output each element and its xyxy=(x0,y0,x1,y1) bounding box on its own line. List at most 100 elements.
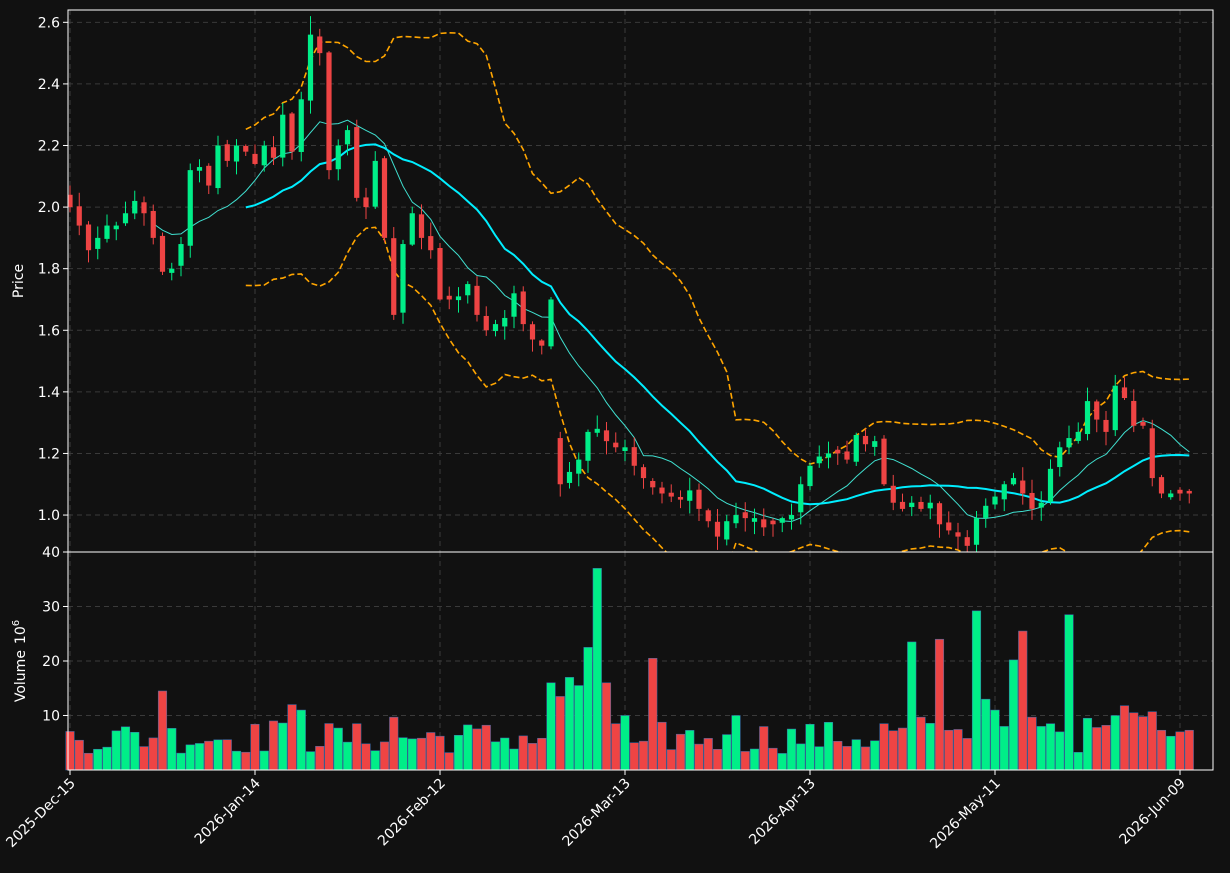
candle-body xyxy=(992,496,998,505)
candle-body xyxy=(326,52,332,171)
price-grid xyxy=(68,10,1213,552)
volume-axis-unit-exponent: 6 xyxy=(11,620,22,626)
candle-body xyxy=(502,317,508,327)
volume-bar xyxy=(102,746,112,771)
volume-bar xyxy=(379,741,390,771)
candle-body xyxy=(344,130,351,145)
candle-body xyxy=(1066,438,1072,448)
candle-body xyxy=(511,293,517,317)
candle-body xyxy=(474,285,480,315)
volume-bar xyxy=(463,724,473,771)
volume-bar xyxy=(185,744,195,771)
candle-body xyxy=(1038,502,1044,508)
volume-bar xyxy=(944,729,954,771)
volume-bar xyxy=(139,746,149,771)
candle-body xyxy=(770,520,776,525)
candle-body xyxy=(159,235,166,272)
volume-bar xyxy=(722,734,732,771)
candle-body xyxy=(206,165,212,186)
volume-bar xyxy=(1055,731,1065,771)
volume-bar xyxy=(1045,723,1056,771)
volume-bar xyxy=(971,610,982,771)
volume-bar xyxy=(1082,717,1093,771)
volume-bar xyxy=(1092,727,1102,771)
candle-body xyxy=(1010,478,1017,485)
candle-body xyxy=(807,465,813,487)
candle-body xyxy=(798,484,804,513)
candle-body xyxy=(1121,387,1128,399)
volume-bar xyxy=(759,726,769,771)
volume-bar xyxy=(518,735,528,771)
volume-bar xyxy=(620,715,630,771)
candle-body xyxy=(946,522,952,531)
volume-bar xyxy=(315,746,325,771)
volume-bar xyxy=(398,737,408,771)
volume-bar xyxy=(916,716,926,771)
volume-bar xyxy=(703,738,713,771)
candle-body xyxy=(85,224,92,251)
candle-body xyxy=(687,490,693,501)
candle-body xyxy=(918,501,924,509)
candle-body xyxy=(428,236,434,251)
volume-bar xyxy=(268,720,279,771)
candle-body xyxy=(437,247,443,300)
candle-body xyxy=(1186,490,1192,494)
volume-bar xyxy=(555,696,565,771)
candle-body xyxy=(1168,493,1174,498)
candle-body xyxy=(372,160,378,207)
volume-bar xyxy=(93,748,103,771)
candle-body xyxy=(705,510,711,522)
candle-body xyxy=(788,515,795,520)
candle-body xyxy=(779,518,785,523)
volume-bar xyxy=(833,741,843,771)
volume-bar xyxy=(851,739,861,771)
candle-body xyxy=(1140,422,1146,426)
candle-body xyxy=(169,268,175,273)
candle-body xyxy=(650,480,656,488)
candle-body xyxy=(307,34,314,101)
candle-body xyxy=(122,213,129,224)
candle-body xyxy=(1020,480,1026,494)
candle-body xyxy=(298,99,304,152)
price-tick-label: 1.6 xyxy=(38,323,60,339)
candle-body xyxy=(613,442,619,448)
volume-bar xyxy=(657,721,667,771)
volume-bar xyxy=(130,732,140,771)
volume-tick-label: 40 xyxy=(42,545,60,561)
volume-y-ticks: 10 20 30 40 xyxy=(42,545,68,725)
candle-body xyxy=(594,428,600,433)
candle-body xyxy=(983,505,989,518)
candle-body xyxy=(520,291,526,325)
candle-body xyxy=(742,512,748,519)
candle-body xyxy=(1047,468,1054,502)
volume-bar xyxy=(814,746,824,771)
volume-bar xyxy=(934,638,945,771)
volume-bars xyxy=(65,568,1194,771)
candle-body xyxy=(1094,401,1100,420)
volume-bar xyxy=(361,743,371,771)
volume-bar xyxy=(583,647,593,771)
volume-bar xyxy=(352,723,362,771)
volume-bar xyxy=(194,743,205,771)
volume-bar xyxy=(768,747,778,771)
candle-body xyxy=(187,170,193,246)
candle-body xyxy=(261,145,267,166)
candle-body xyxy=(1084,401,1091,435)
candle-body xyxy=(751,518,758,522)
volume-bar xyxy=(574,685,584,771)
candle-body xyxy=(816,456,822,464)
volume-bar xyxy=(777,753,787,771)
candle-body xyxy=(585,431,591,461)
volume-bar xyxy=(805,724,815,771)
candles xyxy=(68,16,1192,552)
candle-body xyxy=(1158,477,1165,494)
candle-body xyxy=(289,113,295,152)
candle-body xyxy=(354,127,360,198)
candle-body xyxy=(964,537,970,546)
volume-bar xyxy=(204,740,214,771)
candle-body xyxy=(196,167,203,171)
candle-body xyxy=(557,438,563,485)
candle-body xyxy=(890,485,896,503)
candle-body xyxy=(141,202,147,214)
